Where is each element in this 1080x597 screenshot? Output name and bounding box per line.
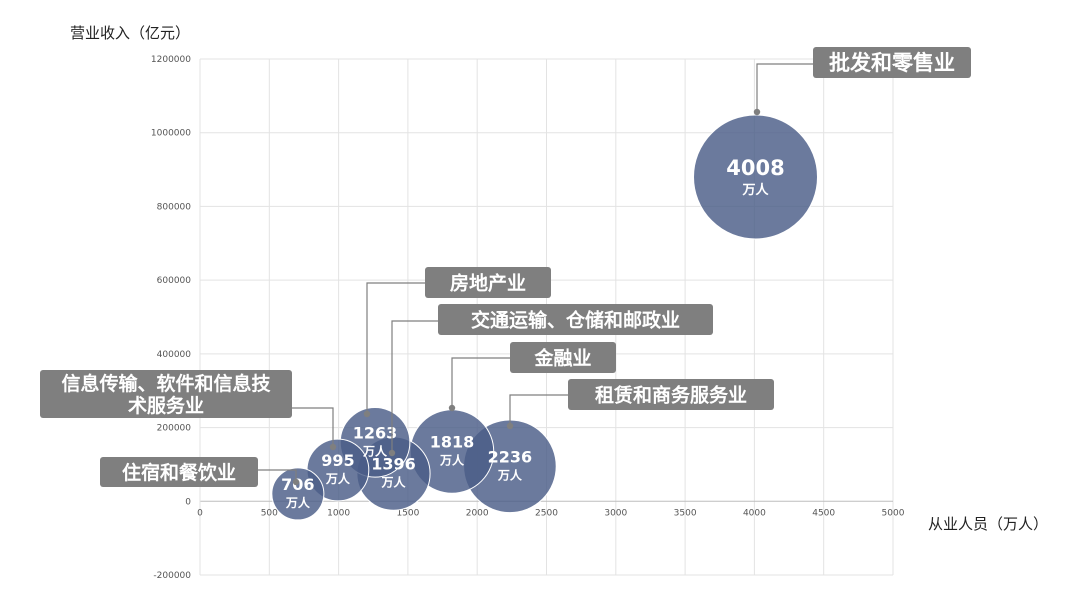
y-tick-label: 1200000 [151, 55, 191, 65]
bubble [693, 114, 819, 240]
y-axis-title: 营业收入（亿元） [70, 24, 191, 42]
callout-anchor-dot [329, 443, 337, 451]
bubble-unit-label: 万人 [742, 182, 770, 198]
bubble-value-label: 1396 [371, 455, 416, 474]
callout-label: 批发和零售业 [829, 51, 955, 75]
callout-label: 住宿和餐饮业 [122, 461, 236, 484]
callout-label: 信息传输、软件和信息技 [61, 372, 271, 395]
y-tick-label: 400000 [157, 350, 192, 360]
callout-leader-line [509, 394, 568, 426]
x-tick-label: 1000 [327, 508, 350, 518]
callout-leader-line [258, 469, 297, 482]
callout-label: 租赁和商务服务业 [595, 383, 747, 406]
y-tick-label: 0 [185, 497, 191, 507]
bubble-value-label: 4008 [726, 156, 784, 180]
callout-leader-line [756, 63, 818, 112]
bubble-unit-label: 万人 [497, 467, 523, 482]
callout-anchor-dot [363, 410, 371, 418]
bubble-unit-label: 万人 [380, 475, 406, 490]
callout-anchor-dot [292, 478, 300, 486]
bubble-unit-label: 万人 [439, 453, 465, 468]
y-tick-label: 1000000 [151, 129, 191, 139]
callout-anchor-dot [506, 422, 514, 430]
bubble-unit-label: 万人 [362, 443, 388, 458]
callout-label: 交通运输、仓储和邮政业 [471, 308, 680, 331]
x-tick-label: 3500 [674, 508, 697, 518]
x-tick-label: 2000 [466, 508, 489, 518]
callout-anchor-dot [753, 108, 761, 116]
callout-box [100, 457, 258, 487]
y-tick-label: 200000 [157, 424, 192, 434]
callout-leader-line [366, 282, 425, 414]
bubble [271, 467, 325, 521]
callout-box [438, 304, 713, 335]
callout-anchor-dot [448, 404, 456, 412]
x-tick-label: 1500 [396, 508, 419, 518]
callout-anchor-dot [388, 449, 396, 457]
x-tick-label: 2500 [535, 508, 558, 518]
callout-box [510, 342, 616, 373]
x-tick-label: 3000 [604, 508, 627, 518]
bubble-value-label: 1818 [430, 433, 475, 452]
y-tick-label: 600000 [157, 276, 192, 286]
callout-leader-line [391, 320, 438, 453]
bubble-value-label: 2236 [488, 447, 533, 466]
bubble-value-label: 1263 [353, 423, 398, 442]
x-tick-label: 4000 [743, 508, 766, 518]
callout-leader-line [292, 407, 334, 447]
y-tick-label: 800000 [157, 202, 192, 212]
callout-box [425, 267, 551, 298]
bubble-unit-label: 万人 [285, 495, 311, 510]
bubble-value-label: 995 [321, 451, 354, 470]
callout-label: 房地产业 [450, 271, 526, 294]
y-tick-label: -200000 [153, 571, 191, 581]
x-tick-label: 5000 [882, 508, 905, 518]
callout-leader-line [451, 357, 510, 408]
callout-box [568, 379, 774, 410]
callout-box [813, 47, 971, 78]
x-tick-label: 0 [197, 508, 203, 518]
callout-label: 金融业 [533, 346, 591, 369]
x-tick-label: 500 [261, 508, 278, 518]
callout-label: 术服务业 [128, 394, 204, 417]
x-axis-title: 从业人员（万人） [928, 515, 1049, 533]
bubble-unit-label: 万人 [325, 471, 351, 486]
x-tick-label: 4500 [812, 508, 835, 518]
callout-box [40, 370, 292, 418]
